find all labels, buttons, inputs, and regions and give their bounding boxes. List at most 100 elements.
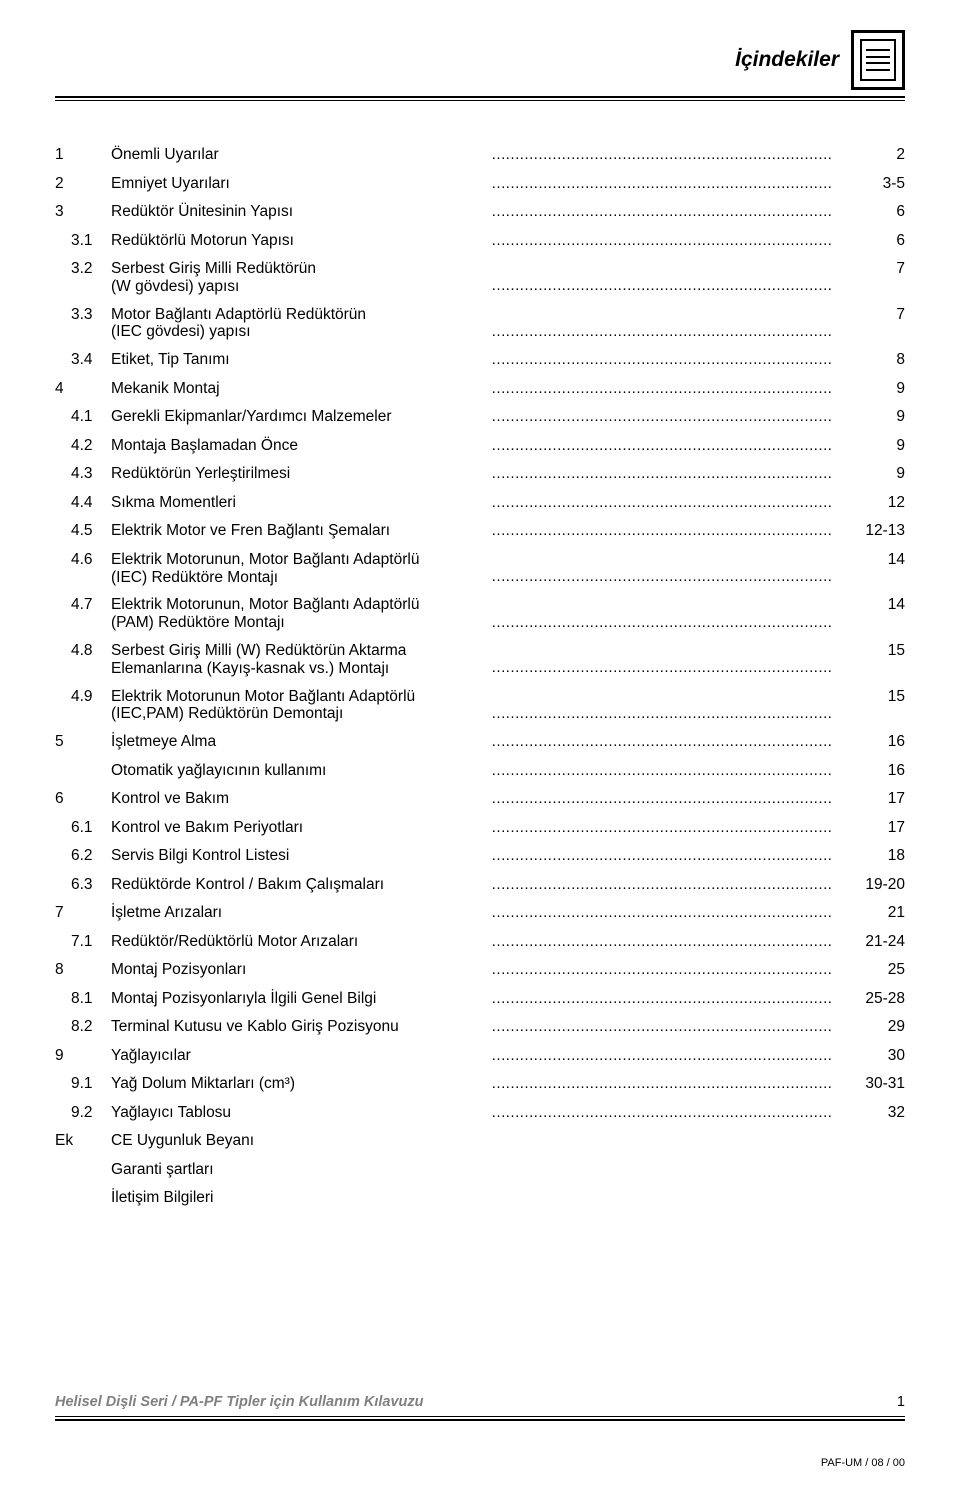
toc-row: 4.3Redüktörün Yerleştirilmesi 9 — [55, 465, 905, 484]
toc-number: 4.5 — [55, 522, 111, 540]
toc-row: Otomatik yağlayıcının kullanımı 16 — [55, 762, 905, 781]
toc-page: 15 — [835, 688, 905, 706]
toc-row: 2Emniyet Uyarıları3-5 — [55, 175, 905, 194]
toc-number: 9.1 — [55, 1075, 111, 1093]
footer-page-number: 1 — [897, 1394, 905, 1410]
toc-leader — [491, 961, 833, 977]
toc-page: 15 — [835, 642, 905, 660]
toc-number: 4.4 — [55, 494, 111, 512]
toc-number: 4.6 — [55, 551, 111, 569]
toc-page: 8 — [835, 351, 905, 369]
toc-row: 8.1Montaj Pozisyonlarıyla İlgili Genel B… — [55, 990, 905, 1009]
toc-leader — [491, 277, 833, 293]
toc-leader — [491, 790, 833, 806]
toc-number: 9 — [55, 1047, 111, 1065]
page-header: İçindekiler — [55, 30, 905, 90]
toc-number: 9.2 — [55, 1104, 111, 1122]
toc-title: İşletme Arızaları — [111, 904, 491, 922]
toc-title: Redüktörlü Motorun Yapısı — [111, 232, 491, 250]
toc-title: Yağlayıcı Tablosu — [111, 1104, 491, 1122]
footer-rule-thick — [55, 1419, 905, 1421]
toc-leader — [491, 1189, 833, 1205]
toc-number: 4.8 — [55, 642, 111, 660]
header-title: İçindekiler — [735, 48, 839, 72]
toc-row: 8.2Terminal Kutusu ve Kablo Giriş Pozisy… — [55, 1018, 905, 1037]
document-icon — [851, 30, 905, 90]
toc-number: 3.4 — [55, 351, 111, 369]
footer-doc-code: PAF-UM / 08 / 00 — [821, 1457, 905, 1469]
toc-number: 3.2 — [55, 260, 111, 278]
toc-row: 9Yağlayıcılar30 — [55, 1047, 905, 1066]
toc-page: 7 — [835, 306, 905, 324]
toc-title: Garanti şartları — [111, 1161, 491, 1179]
toc-number: 4.3 — [55, 465, 111, 483]
toc-page: 16 — [835, 762, 905, 780]
toc-title: İletişim Bilgileri — [111, 1189, 491, 1207]
toc-title: Redüktörün Yerleştirilmesi — [111, 465, 491, 483]
toc-leader — [491, 203, 833, 219]
header-rule-thick — [55, 96, 905, 98]
toc-page: 6 — [835, 232, 905, 250]
toc-title: Önemli Uyarılar — [111, 146, 491, 164]
toc-row: 3.2Serbest Giriş Milli Redüktörün (W göv… — [55, 260, 905, 296]
toc-page: 7 — [835, 260, 905, 278]
toc-title: Redüktör/Redüktörlü Motor Arızaları — [111, 933, 491, 951]
toc-number: 4.2 — [55, 437, 111, 455]
toc-number: 3.1 — [55, 232, 111, 250]
toc-title: Terminal Kutusu ve Kablo Giriş Pozisyonu — [111, 1018, 491, 1036]
toc-title: Serbest Giriş Milli (W) Redüktörün Aktar… — [111, 642, 491, 678]
toc-title: CE Uygunluk Beyanı — [111, 1132, 491, 1150]
toc-number: 6.3 — [55, 876, 111, 894]
toc-page: 2 — [835, 146, 905, 164]
toc-page: 25-28 — [835, 990, 905, 1008]
toc-row: 6.2Servis Bilgi Kontrol Listesi18 — [55, 847, 905, 866]
toc-title: Montaja Başlamadan Önce — [111, 437, 491, 455]
toc-leader — [491, 408, 833, 424]
toc-leader — [491, 762, 833, 778]
toc-number: 7.1 — [55, 933, 111, 951]
toc-title: Sıkma Momentleri — [111, 494, 491, 512]
toc-page: 18 — [835, 847, 905, 865]
toc-page: 21-24 — [835, 933, 905, 951]
toc-row: 3.3Motor Bağlantı Adaptörlü Redüktörün (… — [55, 306, 905, 342]
toc-row: Garanti şartları — [55, 1161, 905, 1180]
toc-number: 6.1 — [55, 819, 111, 837]
toc-title: Gerekli Ekipmanlar/Yardımcı Malzemeler — [111, 408, 491, 426]
toc-number: 8.1 — [55, 990, 111, 1008]
page-footer: Helisel Dişli Seri / PA-PF Tipler için K… — [55, 1394, 905, 1421]
toc-page: 25 — [835, 961, 905, 979]
header-rule-thin — [55, 100, 905, 101]
toc-leader — [491, 705, 833, 721]
toc-row: 3.1Redüktörlü Motorun Yapısı 6 — [55, 232, 905, 251]
toc-page: 16 — [835, 733, 905, 751]
toc-row: EkCE Uygunluk Beyanı — [55, 1132, 905, 1151]
toc-page: 12-13 — [835, 522, 905, 540]
toc-row: 7.1Redüktör/Redüktörlü Motor Arızaları 21… — [55, 933, 905, 952]
toc-leader — [491, 876, 833, 892]
toc-title: Serbest Giriş Milli Redüktörün (W gövdes… — [111, 260, 491, 296]
toc-title: Elektrik Motorunun, Motor Bağlantı Adapt… — [111, 596, 491, 632]
toc-title: Elektrik Motor ve Fren Bağlantı Şemaları — [111, 522, 491, 540]
toc-leader — [491, 1104, 833, 1120]
toc-page: 9 — [835, 465, 905, 483]
toc-leader — [491, 990, 833, 1006]
toc-row: 6Kontrol ve Bakım17 — [55, 790, 905, 809]
toc-title: Emniyet Uyarıları — [111, 175, 491, 193]
toc-page: 17 — [835, 790, 905, 808]
toc-leader — [491, 614, 833, 630]
toc-leader — [491, 522, 833, 538]
toc-leader — [491, 494, 833, 510]
toc-title: Otomatik yağlayıcının kullanımı — [111, 762, 491, 780]
toc-leader — [491, 1132, 833, 1148]
toc-number: 6 — [55, 790, 111, 808]
toc-leader — [491, 465, 833, 481]
toc-page: 32 — [835, 1104, 905, 1122]
toc-title: Mekanik Montaj — [111, 380, 491, 398]
toc-row: 4Mekanik Montaj9 — [55, 380, 905, 399]
toc-row: 4.6Elektrik Motorunun, Motor Bağlantı Ad… — [55, 551, 905, 587]
toc-title: Redüktör Ünitesinin Yapısı — [111, 203, 491, 221]
toc-title: Kontrol ve Bakım Periyotları — [111, 819, 491, 837]
table-of-contents: 1Önemli Uyarılar22Emniyet Uyarıları3-53R… — [55, 146, 905, 1208]
toc-row: 4.9Elektrik Motorunun Motor Bağlantı Ada… — [55, 688, 905, 724]
footer-doc-title: Helisel Dişli Seri / PA-PF Tipler için K… — [55, 1394, 424, 1410]
